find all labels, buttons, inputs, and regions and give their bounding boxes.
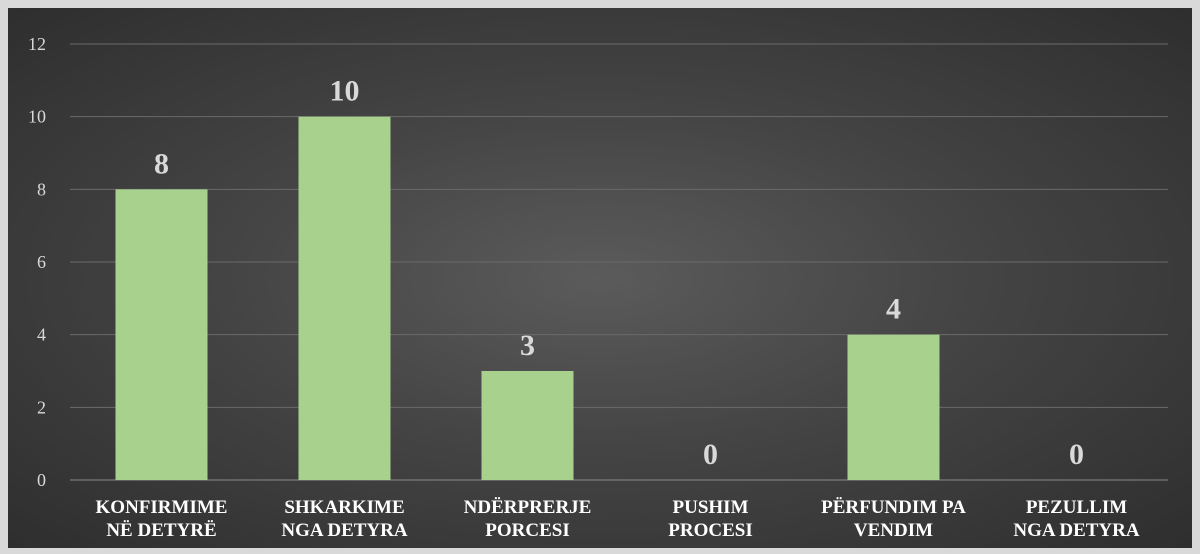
y-tick-label: 2 [37, 397, 46, 417]
data-label: 10 [330, 75, 360, 108]
y-tick-label: 6 [37, 252, 46, 272]
x-tick-label: PËRFUNDIM PA VENDIM [821, 497, 966, 541]
x-axis-labels: KONFIRMIME NË DETYRË SHKARKIME NGA DETYRA ND… [96, 497, 1140, 541]
y-axis-ticks: 0 2 4 6 8 10 12 [28, 34, 46, 490]
y-tick-label: 4 [37, 325, 46, 345]
y-tick-label: 8 [37, 179, 46, 199]
x-tick-label: PUSHIM PROCESI [668, 497, 752, 541]
y-tick-label: 0 [37, 470, 46, 490]
data-label: 8 [154, 147, 169, 180]
bars [115, 116, 940, 481]
data-label: 0 [703, 438, 718, 471]
chart-frame: 0 2 4 6 8 10 12 8 10 3 0 4 0 KONFIRMIME NË DETYRË SHK… [8, 8, 1192, 548]
y-tick-label: 10 [28, 107, 46, 127]
bar [298, 116, 391, 481]
gridlines [70, 43, 1168, 481]
bar [115, 189, 208, 481]
x-tick-label: KONFIRMIME NË DETYRË [96, 497, 228, 541]
x-tick-label: NDËRPRERJE PORCESI [464, 497, 592, 541]
x-tick-label: PEZULLIM NGA DETYRA [1013, 497, 1139, 541]
data-label: 0 [1069, 438, 1084, 471]
bar [847, 334, 940, 480]
data-label: 4 [886, 293, 901, 326]
bar [481, 371, 574, 480]
bar-chart: 0 2 4 6 8 10 12 8 10 3 0 4 0 KONFIRMIME NË DETYRË SHK… [28, 34, 1168, 541]
data-label: 3 [520, 329, 535, 362]
x-tick-label: SHKARKIME NGA DETYRA [281, 497, 407, 541]
y-tick-label: 12 [28, 34, 46, 54]
data-labels: 8 10 3 0 4 0 [154, 75, 1084, 471]
